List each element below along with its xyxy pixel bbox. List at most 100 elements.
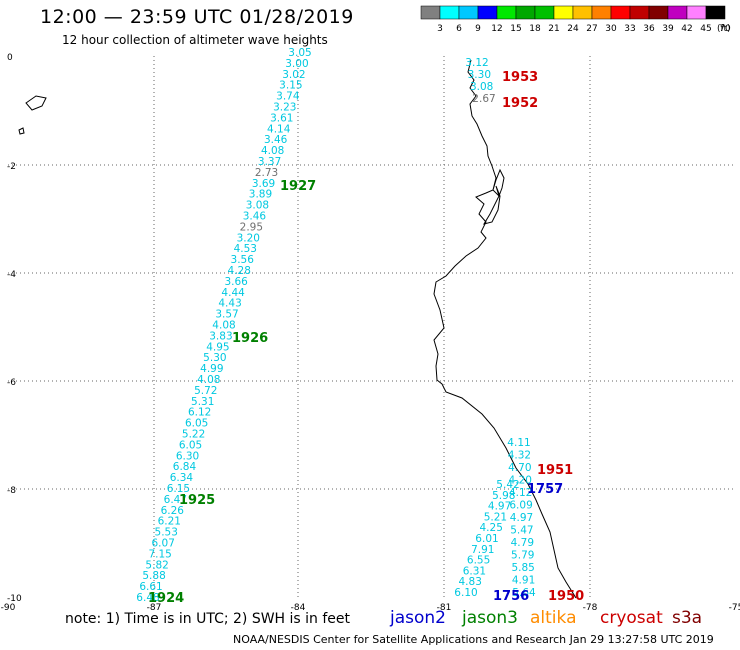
swh-value: 6.30 — [176, 450, 199, 462]
swh-value: 3.12 — [465, 57, 488, 69]
colorbar-tick-label: 39 — [662, 24, 674, 34]
swh-value: 4.08 — [197, 374, 220, 386]
swh-value: 6.55 — [467, 555, 490, 567]
x-tick-label: -78 — [583, 603, 598, 613]
colorbar-swatch — [629, 5, 650, 20]
colorbar-swatch — [572, 5, 593, 20]
swh-value: 2.73 — [255, 167, 278, 179]
swh-value: 5.42 — [496, 479, 519, 491]
swh-value: 7.91 — [471, 544, 494, 556]
swh-value: 7.15 — [148, 548, 171, 560]
swh-value: 3.89 — [249, 189, 272, 201]
y-tick-label: 0 — [7, 53, 13, 63]
swh-value: 6.10 — [454, 587, 477, 599]
swh-value: 5.22 — [182, 429, 205, 441]
swh-value: 4.95 — [206, 341, 229, 353]
swh-value: 2.95 — [240, 221, 263, 233]
island-small-icon — [18, 127, 25, 135]
colorbar-swatch — [591, 5, 612, 20]
swh-value: 5.53 — [155, 527, 178, 539]
swh-value: 6.01 — [475, 533, 498, 545]
y-tick-label: -10 — [7, 594, 22, 604]
swh-value: 3.23 — [273, 102, 296, 114]
colorbar-tick-label: 45 — [700, 24, 711, 34]
swh-value: 3.08 — [470, 81, 493, 93]
swh-value: 4.79 — [511, 537, 534, 549]
swh-value: 5.82 — [145, 559, 168, 571]
y-tick-label: -8 — [7, 486, 16, 496]
colorbar-swatch — [610, 5, 631, 20]
colorbar-tick-label: 30 — [605, 24, 617, 34]
colorbar-tick-label: 15 — [510, 24, 521, 34]
colorbar-swatch — [534, 5, 555, 20]
colorbar-tick-label: 70 — [719, 24, 731, 34]
colorbar-tick-label: 21 — [548, 24, 559, 34]
axis-ticks: -90 -87 -84 -81 -78 -75 0 -2 -4 -6 -8 -10 — [1, 53, 740, 613]
y-tick-label: -2 — [7, 162, 16, 172]
swh-value: 4.25 — [480, 522, 503, 534]
swh-value: 4.43 — [218, 298, 241, 310]
pass-label-1757: 1757 — [527, 482, 563, 497]
pass-labels: 1927 1926 1925 1924 1953 1952 1951 1950 1757 1756 — [148, 70, 584, 606]
pass-label-1756: 1756 — [493, 589, 529, 604]
swh-value: 3.69 — [252, 178, 275, 190]
swh-value: 3.56 — [231, 254, 255, 266]
pass-label-1924: 1924 — [148, 591, 184, 606]
legend-jason3: jason3 — [462, 608, 518, 628]
colorbar: 3 6 9 12 15 18 21 24 27 30 33 36 39 42 45 70(ft) — [420, 5, 731, 34]
swh-value: 5.31 — [191, 396, 214, 408]
swh-value: 3.15 — [279, 80, 302, 92]
swh-value: 5.64 — [512, 587, 536, 599]
swh-value: 6.61 — [139, 581, 162, 593]
swh-value: 4.08 — [261, 145, 284, 157]
y-tick-label: -6 — [7, 378, 16, 388]
swh-value: 3.74 — [276, 91, 300, 103]
swh-value: 3.05 — [288, 47, 311, 59]
swh-value: 3.57 — [215, 309, 238, 321]
swh-value: 3.61 — [270, 112, 293, 124]
swh-value: 4.97 — [510, 512, 533, 524]
colorbar-tick-label: 12 — [491, 24, 502, 34]
swh-value: 4.70 — [508, 462, 531, 474]
swh-value: 6.34 — [170, 472, 194, 484]
swh-value: 4.32 — [508, 450, 531, 462]
swh-value: 3.46 — [243, 211, 267, 223]
swh-value: 5.85 — [511, 562, 534, 574]
colorbar-unit-label: (ft) — [717, 24, 731, 34]
legend-altika: altika — [530, 608, 577, 628]
colorbar-tick-label: 18 — [529, 24, 541, 34]
swh-value: 3.00 — [285, 58, 308, 70]
x-tick-label: -81 — [437, 603, 452, 613]
swh-value: 3.20 — [237, 232, 260, 244]
swh-value: 4.99 — [200, 363, 223, 375]
swh-value: 3.02 — [282, 69, 305, 81]
x-tick-label: -90 — [1, 603, 16, 613]
swh-value: 4.91 — [512, 575, 535, 587]
swh-value: 3.30 — [468, 69, 491, 81]
x-tick-label: -87 — [147, 603, 162, 613]
swh-value: 4.28 — [228, 265, 251, 277]
colorbar-swatch — [496, 5, 517, 20]
y-tick-label: -4 — [7, 270, 16, 280]
island-icon — [25, 95, 47, 111]
swh-value: 6.05 — [179, 439, 202, 451]
colorbar-swatch — [667, 5, 688, 20]
colorbar-tick-label: 24 — [567, 24, 579, 34]
swh-value: 6.26 — [161, 505, 185, 517]
gridlines — [8, 56, 736, 597]
swh-value: 6.05 — [185, 418, 208, 430]
swh-value: 2.67 — [472, 93, 495, 105]
swh-value: 6.12 — [188, 407, 211, 419]
swh-value: 4.12 — [509, 487, 532, 499]
x-tick-label: -75 — [729, 603, 740, 613]
swh-value: 3.08 — [246, 200, 269, 212]
colorbar-tick-label: 6 — [456, 24, 462, 34]
legend-jason2: jason2 — [390, 608, 446, 628]
swh-value: 4.08 — [212, 320, 235, 332]
colorbar-swatch — [553, 5, 574, 20]
colorbar-swatch — [515, 5, 536, 20]
map-title: 12:00 — 23:59 UTC 01/28/2019 — [40, 6, 354, 28]
swh-value: 6.07 — [152, 538, 175, 550]
legend-cryosat: cryosat — [600, 608, 663, 628]
